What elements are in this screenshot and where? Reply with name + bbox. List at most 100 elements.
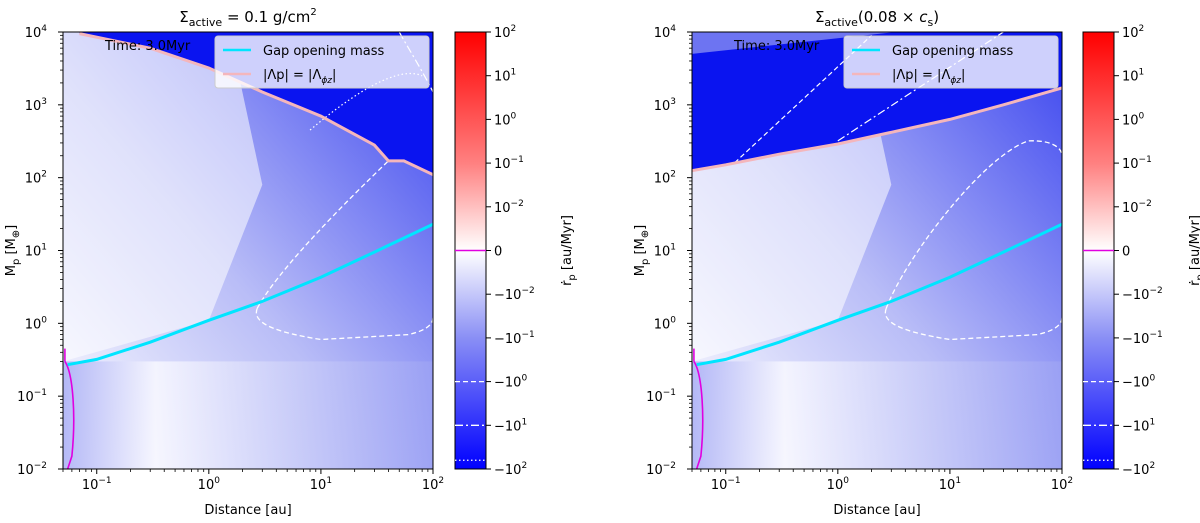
cbar-tick-label: 10−1 bbox=[494, 155, 524, 172]
chart-title: Σactive = 0.1 g/cm2 bbox=[179, 7, 316, 29]
cbar-tick-base: −10 bbox=[494, 376, 521, 391]
cbar-tick-base: −10 bbox=[494, 463, 521, 478]
title-rest: = 0.1 g/cm bbox=[222, 8, 310, 26]
cbar-tick-base: 10 bbox=[1122, 201, 1139, 216]
cbar-tick-base: 10 bbox=[494, 70, 511, 85]
y-tick-label: 102 bbox=[25, 170, 47, 187]
cbar-tick-exp: 0 bbox=[1139, 111, 1145, 121]
panel-2: 10−1 100 101 10210−210−1100101102103104Dist… bbox=[633, 8, 1200, 518]
x-tick-base: 10 bbox=[198, 478, 215, 493]
cbar-tick-label: −102 bbox=[494, 461, 527, 478]
y-tick-exp: 4 bbox=[670, 24, 676, 34]
cbar-tick-label: 102 bbox=[494, 24, 516, 41]
y-tick-base: 10 bbox=[654, 245, 671, 260]
y-tick-exp: 2 bbox=[41, 170, 47, 180]
legend-lambda-sub: ϕz bbox=[321, 76, 332, 86]
y-label-unit: [M bbox=[4, 238, 19, 258]
cbar-tick-label: 100 bbox=[494, 111, 517, 128]
cbar-tick-label: 100 bbox=[1122, 111, 1145, 128]
x-tick-base: 10 bbox=[711, 478, 728, 493]
cbar-tick-exp: −2 bbox=[1139, 199, 1152, 209]
cbar-tick-exp: 2 bbox=[1139, 24, 1145, 34]
x-tick-base: 10 bbox=[422, 478, 439, 493]
cbar-tick-base: 10 bbox=[1122, 26, 1139, 41]
legend-box bbox=[214, 35, 430, 89]
gap-opening-mass-line bbox=[67, 222, 433, 367]
cbar-tick-exp: −1 bbox=[521, 330, 534, 340]
cbar-label-unit: [au/Myr] bbox=[560, 215, 575, 274]
y-label-end: ] bbox=[4, 225, 19, 230]
y-axis-label: Mp [M⊕] bbox=[633, 225, 651, 276]
y-tick-base: 10 bbox=[646, 463, 663, 478]
time-annotation: Time: 3.0Myr bbox=[104, 39, 191, 54]
cbar-tick-base: −10 bbox=[1122, 463, 1149, 478]
cbar-tick-exp: 2 bbox=[521, 461, 527, 471]
x-tick-exp: 2 bbox=[438, 476, 444, 486]
y-label-sub: p bbox=[640, 259, 651, 265]
cbar-tick-label: −10−1 bbox=[494, 330, 535, 347]
cbar-tick-base: 10 bbox=[494, 26, 511, 41]
y-label-end: ] bbox=[633, 225, 648, 230]
y-tick-base: 10 bbox=[654, 317, 671, 332]
x-tick-label: 100 bbox=[198, 476, 221, 493]
x-tick-base: 10 bbox=[827, 478, 844, 493]
cbar-tick-label: −101 bbox=[494, 417, 527, 434]
cbar-tick-exp: 1 bbox=[1139, 68, 1145, 78]
cbar-tick-label: −100 bbox=[494, 374, 527, 391]
cbar-tick-base: 10 bbox=[1122, 157, 1139, 172]
cbar-tick-exp: 1 bbox=[511, 68, 517, 78]
x-tick-base: 10 bbox=[939, 478, 956, 493]
cbar-tick-exp: 0 bbox=[1149, 374, 1155, 384]
y-tick-label: 103 bbox=[654, 97, 676, 114]
cbar-tick-base: 0 bbox=[1122, 245, 1130, 260]
cbar-tick-exp: −2 bbox=[521, 286, 534, 296]
light-wedge bbox=[63, 32, 263, 362]
cbar-tick-base: 10 bbox=[494, 157, 511, 172]
y-tick-label: 104 bbox=[25, 24, 48, 41]
y-tick-label: 101 bbox=[654, 243, 676, 260]
title-sup: 2 bbox=[310, 7, 316, 18]
title-sub: active bbox=[189, 16, 223, 29]
title-rest: (0.08 × bbox=[858, 8, 919, 26]
time-annotation: Time: 3.0Myr bbox=[733, 39, 820, 54]
legend-lambda-a: |Λp| = |Λ bbox=[892, 68, 950, 83]
y-tick-base: 10 bbox=[25, 172, 42, 187]
x-tick-base: 10 bbox=[310, 478, 327, 493]
cbar-tick-base: −10 bbox=[1122, 288, 1149, 303]
y-tick-label: 102 bbox=[654, 170, 676, 187]
legend-box bbox=[843, 35, 1059, 89]
legend-label-lambda: |Λp| = |Λϕz| bbox=[263, 68, 336, 86]
cbar-tick-label: 101 bbox=[494, 68, 516, 85]
y-tick-label: 100 bbox=[25, 315, 48, 332]
cbar-tick-base: −10 bbox=[1122, 376, 1149, 391]
y-label-unit-sub: ⊕ bbox=[11, 230, 22, 238]
y-tick-exp: −1 bbox=[34, 388, 47, 398]
contour-dashed-lower bbox=[255, 308, 433, 341]
legend-lambda-a: |Λp| = |Λ bbox=[263, 68, 321, 83]
heatmap-field bbox=[692, 32, 1062, 469]
cbar-label-sub: p bbox=[1195, 274, 1200, 280]
y-tick-exp: 1 bbox=[41, 243, 47, 253]
y-tick-exp: 0 bbox=[41, 315, 47, 325]
x-tick-exp: 2 bbox=[1067, 476, 1073, 486]
contour-dashed-lower bbox=[884, 308, 1062, 341]
y-tick-exp: −2 bbox=[34, 461, 47, 471]
low-mass-region bbox=[63, 361, 433, 469]
cbar-tick-exp: 1 bbox=[1149, 417, 1155, 427]
cbar-tick-base: 10 bbox=[494, 201, 511, 216]
cbar-tick-label: 0 bbox=[494, 245, 502, 260]
y-label-unit: [M bbox=[633, 238, 648, 258]
cbar-tick-exp: 2 bbox=[511, 24, 517, 34]
cbar-tick-exp: −2 bbox=[511, 199, 524, 209]
y-tick-base: 10 bbox=[25, 26, 42, 41]
x-tick-label: 101 bbox=[939, 476, 961, 493]
cbar-tick-label: 101 bbox=[1122, 68, 1144, 85]
contour-dashed-upper bbox=[885, 140, 1062, 309]
cbar-tick-label: −101 bbox=[1122, 417, 1155, 434]
y-tick-label: 104 bbox=[654, 24, 677, 41]
y-tick-label: 101 bbox=[25, 243, 47, 260]
title-sigma: Σ bbox=[815, 8, 824, 26]
x-tick-exp: 1 bbox=[955, 476, 961, 486]
y-tick-base: 10 bbox=[25, 99, 42, 114]
